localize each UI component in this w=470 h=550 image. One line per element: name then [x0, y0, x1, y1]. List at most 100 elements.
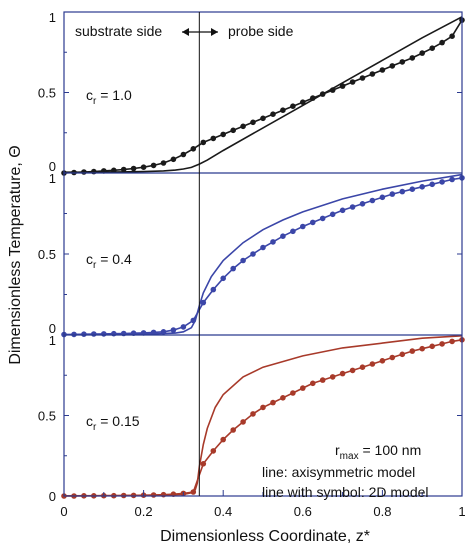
panel-1-2d-point: [160, 160, 167, 166]
panel-1-2d-point: [439, 39, 445, 46]
panel-3-2d-point: [349, 367, 356, 374]
panel-2-2d-point: [210, 286, 217, 293]
panel-1-2d-point: [250, 119, 256, 126]
panel-1-2d-point: [359, 75, 366, 81]
panel-2-2d-point: [310, 219, 316, 226]
panel-2-2d-point: [300, 223, 306, 230]
panel-2-2d-point: [369, 197, 376, 204]
panel-2-2d-point: [91, 331, 97, 337]
panel-2-2d-point: [399, 188, 406, 195]
panel-3-2d-point: [240, 419, 246, 425]
y-tick-label: 0.5: [38, 247, 56, 262]
panel-2-2d-point: [339, 207, 346, 214]
panel-2-2d-point: [329, 211, 336, 218]
legend-line-2d: line with symbol: 2D model: [262, 484, 429, 500]
panel-1-2d-point: [449, 33, 455, 39]
top-label-probe: probe side: [228, 23, 294, 39]
legend-line-axisymmetric: line: axisymmetric model: [262, 464, 415, 480]
panel-1-2d-point: [81, 169, 87, 175]
panel-3-2d-point: [369, 361, 376, 367]
panel-2-2d-point: [200, 299, 207, 306]
panel-1-2d-point: [120, 166, 127, 173]
panel-3-2d-point: [220, 436, 226, 443]
panel-1-2d-point: [300, 99, 306, 105]
panel-3-2d-point: [419, 345, 426, 352]
panel-3-2d-point: [210, 448, 217, 454]
panel-2-2d-point: [160, 329, 167, 335]
x-axis-label: Dimensionless Coordinate, z*: [160, 528, 370, 545]
panel-2-2d-point: [220, 275, 226, 282]
panel-1: cr = 1.0: [61, 16, 465, 176]
panel-1-2d-point: [319, 91, 326, 97]
panel-2-2d-point: [140, 330, 147, 336]
panel-3-2d-point: [399, 351, 406, 358]
panel-3-2d-point: [310, 380, 316, 387]
panel-3-2d-point: [150, 492, 157, 498]
panel-1-2d-point: [130, 165, 137, 172]
panel-3-2d-point: [329, 374, 336, 380]
panel-1-2d-point: [111, 167, 117, 174]
panel-3-2d-point: [409, 348, 416, 354]
rmax-subscript: max: [340, 451, 359, 462]
panel-1-2d-point: [419, 50, 426, 56]
panel-1-2d-point: [210, 135, 217, 142]
panel-3-2d-point: [300, 385, 306, 391]
panel-2-2d-point: [270, 239, 276, 245]
panel-1-2d-point: [270, 111, 276, 117]
panel-1-2d-point: [260, 115, 266, 122]
interface-arrow: [182, 28, 218, 36]
panel-2-2d-point: [180, 324, 187, 330]
panel-1-2d-point: [101, 168, 107, 174]
panel-3-2d-point: [389, 354, 396, 361]
panel-2-2d-point: [409, 186, 416, 192]
panel-1-2d-point: [220, 131, 226, 138]
panel-1-2d-point: [310, 95, 316, 101]
panel-3-2d-point: [280, 395, 286, 401]
panel-3-2d-point: [160, 491, 167, 498]
rmax-value: = 100 nm: [359, 442, 422, 458]
panel-3-2d-point: [230, 427, 236, 433]
panel-3-2d-point: [449, 338, 455, 345]
panel-2-2d-point: [439, 179, 445, 185]
panel-2-2d-point: [379, 194, 386, 201]
panel-1-2d-point: [170, 156, 177, 163]
panel-1-2d-point: [190, 146, 197, 152]
panel-3-2d-point: [429, 343, 436, 350]
panel-1-2d-point: [349, 79, 356, 85]
panel-1-2d-point: [329, 87, 336, 93]
panel-2-2d-point: [190, 317, 197, 324]
panel-3-2d-point: [439, 341, 445, 347]
panel-1-axisymmetric-line: [64, 16, 463, 173]
top-label-substrate: substrate side: [75, 23, 162, 39]
panel-2-2d-point: [170, 327, 177, 333]
x-tick-label: 0.2: [135, 504, 153, 519]
panel-1-2d-point: [389, 63, 396, 69]
panel-2-2d-point: [240, 257, 246, 264]
y-tick-label: 0.5: [38, 86, 56, 101]
panel-3-2d-point: [190, 489, 197, 495]
y-tick-label: 0: [49, 159, 56, 174]
panel-1-2d-point: [409, 55, 416, 61]
panel-2-2d-point: [250, 251, 256, 257]
panel-2-2d-point: [150, 329, 157, 336]
panel-1-2d-point: [240, 123, 246, 130]
legend-note: rmax = 100 nm line: axisymmetric model l…: [262, 442, 429, 500]
panel-2-2d-point: [429, 181, 436, 188]
y-tick-label: 1: [49, 10, 56, 25]
panel-3-2d-point: [339, 370, 346, 377]
panel-2-2d-point: [111, 330, 117, 337]
rmax-symbol: r: [335, 442, 340, 458]
panel-2-2d-point: [230, 265, 236, 272]
panel-1-2d-point: [429, 45, 436, 51]
panel-2-label: cr = 0.4: [86, 251, 132, 271]
panel-3-2d-point: [290, 390, 296, 396]
panel-2: cr = 0.4: [61, 173, 465, 338]
panel-2-2d-point: [449, 176, 455, 183]
panel-3: cr = 0.15: [61, 335, 465, 499]
x-tick-label: 0.4: [214, 504, 232, 519]
panel-2-2d-point: [359, 201, 366, 207]
x-tick-label: 0: [60, 504, 67, 519]
panel-3-2d-point: [379, 358, 386, 364]
panel-2-2d-point: [81, 331, 87, 338]
